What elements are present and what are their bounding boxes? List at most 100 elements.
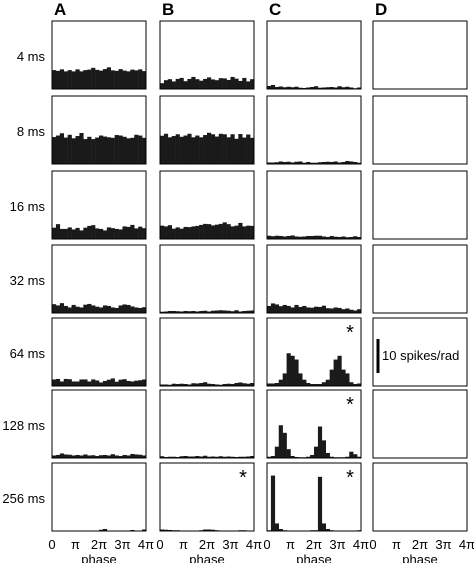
histogram-bar xyxy=(122,136,127,164)
histogram-bar xyxy=(317,306,323,313)
panel-d-256ms xyxy=(372,462,468,532)
histogram-bar xyxy=(95,306,100,313)
histogram-bar xyxy=(310,454,315,458)
histogram-bar xyxy=(79,71,84,89)
histogram-bar xyxy=(329,235,334,239)
histogram-bar xyxy=(274,162,279,164)
histogram-bar xyxy=(341,161,346,164)
histogram-bar xyxy=(302,87,307,89)
histogram-bar xyxy=(207,456,212,458)
histogram-bar xyxy=(63,71,68,89)
histogram-bar xyxy=(314,446,319,458)
histogram-bar xyxy=(199,137,204,164)
histogram-bar xyxy=(175,78,180,89)
histogram-bar xyxy=(175,134,180,164)
histogram-bar xyxy=(203,78,208,89)
histogram-bar xyxy=(55,378,61,386)
histogram-bar xyxy=(99,228,104,239)
histogram-bar xyxy=(286,449,291,458)
histogram-bar xyxy=(203,223,208,239)
panel-b-4ms xyxy=(159,20,255,90)
histogram-bar xyxy=(267,383,272,386)
histogram-bar xyxy=(270,475,276,531)
histogram-bar xyxy=(286,305,291,313)
panel-b-256ms: * xyxy=(159,462,255,532)
histogram-bar xyxy=(321,236,326,239)
histogram-bar xyxy=(214,136,219,164)
histogram-bar xyxy=(246,456,251,458)
histogram-bar xyxy=(290,455,295,458)
histogram-bar xyxy=(230,311,235,313)
panel-frame xyxy=(159,389,255,459)
histogram-bar xyxy=(134,454,139,458)
histogram-bar xyxy=(298,236,303,239)
histogram-bar xyxy=(191,137,196,164)
histogram-bar xyxy=(203,310,208,313)
histogram-bar xyxy=(99,529,104,531)
histogram-bar xyxy=(110,307,115,313)
histogram-bar xyxy=(126,226,131,239)
histogram-bar xyxy=(234,78,239,89)
panel-frame xyxy=(266,317,362,387)
panel-frame xyxy=(51,170,147,240)
histogram-bar xyxy=(214,310,219,313)
histogram-bar xyxy=(106,67,111,89)
panel-c-128ms: * xyxy=(266,389,362,459)
histogram-bar xyxy=(91,225,96,239)
panel-frame xyxy=(266,170,362,240)
row-label: 64 ms xyxy=(10,346,46,361)
panel-frame xyxy=(372,317,468,387)
histogram-bar xyxy=(163,226,169,239)
histogram-bar xyxy=(234,310,239,313)
histogram-bar xyxy=(286,86,291,89)
panel-frame xyxy=(372,244,468,314)
histogram-bar xyxy=(118,135,123,164)
panel-frame xyxy=(159,317,255,387)
histogram-bar xyxy=(167,79,172,89)
histogram-bar xyxy=(282,432,287,458)
histogram-bar xyxy=(71,138,76,164)
x-tick-label: 0 xyxy=(369,537,376,552)
histogram-bar xyxy=(250,79,255,89)
histogram-bar xyxy=(59,303,64,313)
histogram-bar xyxy=(226,310,231,313)
histogram-bar xyxy=(246,310,251,313)
histogram-bar xyxy=(207,383,212,386)
histogram-bar xyxy=(278,235,283,239)
histogram-bar xyxy=(122,226,127,239)
histogram-bar xyxy=(207,311,212,313)
histogram-bar xyxy=(179,77,184,89)
histogram-bar xyxy=(314,235,319,239)
histogram-bar xyxy=(306,161,311,164)
panel-c-64ms: * xyxy=(266,317,362,387)
histogram-bar xyxy=(142,529,147,531)
histogram-bar xyxy=(83,139,88,164)
x-tick-label: π xyxy=(392,537,401,552)
histogram-bar xyxy=(130,529,135,531)
histogram-bar xyxy=(353,161,358,164)
histogram-bar xyxy=(341,369,346,386)
histogram-bar xyxy=(171,81,176,89)
histogram-bar xyxy=(282,87,287,89)
histogram-bar xyxy=(298,161,303,164)
histogram-bar xyxy=(267,85,272,89)
histogram-bar xyxy=(325,528,330,531)
histogram-bar xyxy=(52,227,57,239)
histogram-bar xyxy=(234,225,239,239)
histogram-bar xyxy=(357,383,362,386)
histogram-bar xyxy=(52,379,57,386)
histogram-bar xyxy=(67,134,72,164)
histogram-bar xyxy=(106,455,111,458)
histogram-bar xyxy=(91,455,96,458)
histogram-bar xyxy=(163,529,169,531)
x-tick-label: 0 xyxy=(48,537,55,552)
histogram-bar xyxy=(325,161,330,164)
panel-c-256ms: * xyxy=(266,462,362,532)
panel-frame xyxy=(159,244,255,314)
histogram-bar xyxy=(345,373,350,386)
histogram-bar xyxy=(191,456,196,458)
histogram-bar xyxy=(210,79,216,89)
histogram-bar xyxy=(106,379,111,386)
column-label-d: D xyxy=(375,0,387,19)
histogram-bar xyxy=(218,310,223,313)
